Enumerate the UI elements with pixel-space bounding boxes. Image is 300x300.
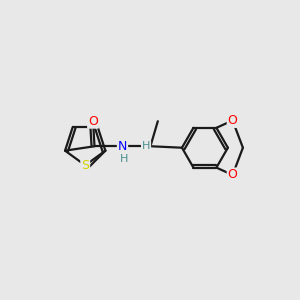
Text: H: H <box>142 141 150 151</box>
Text: S: S <box>81 159 89 172</box>
Text: O: O <box>228 114 238 127</box>
Text: O: O <box>88 115 98 128</box>
Text: H: H <box>120 154 128 164</box>
Text: N: N <box>118 140 127 153</box>
Text: O: O <box>228 169 238 182</box>
